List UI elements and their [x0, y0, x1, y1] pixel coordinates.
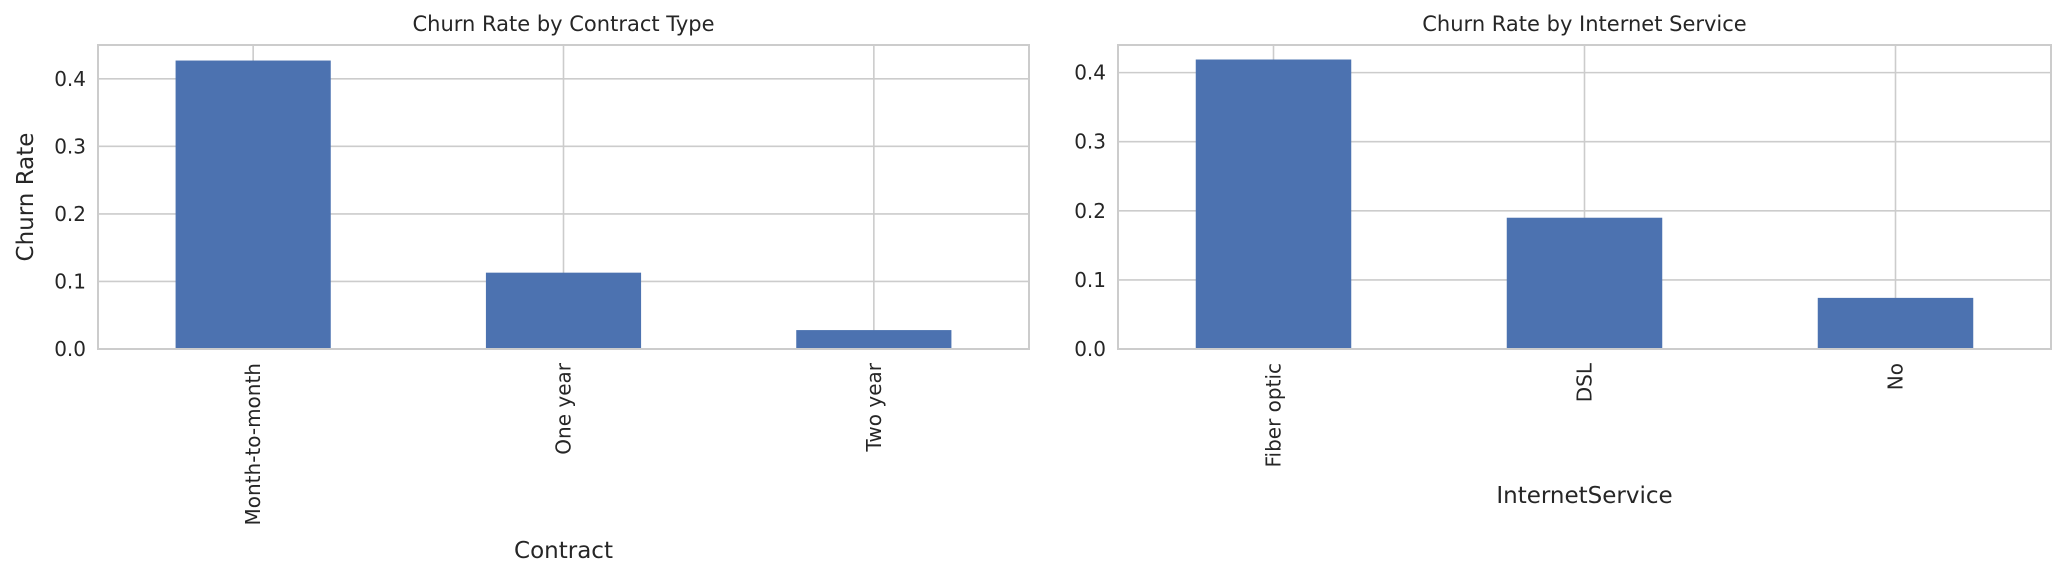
- bar-two-year: [796, 330, 952, 349]
- y-axis-label: Churn Rate: [13, 133, 39, 262]
- y-tick-label: 0.1: [1074, 268, 1106, 292]
- x-axis-label: Contract: [514, 538, 613, 564]
- x-tick-label: One year: [552, 362, 576, 454]
- chart-title: Churn Rate by Internet Service: [1422, 12, 1746, 36]
- bar-month-to-month: [175, 60, 331, 349]
- bar-no: [1817, 297, 1974, 349]
- bar-one-year: [485, 272, 642, 349]
- y-tick-label: 0.4: [1074, 61, 1106, 85]
- x-tick-label: DSL: [1573, 362, 1597, 402]
- y-tick-label: 0.4: [54, 67, 86, 91]
- bar-dsl: [1506, 217, 1663, 349]
- y-tick-label: 0.0: [54, 337, 86, 361]
- bar-fiber-optic: [1195, 59, 1352, 349]
- x-tick-label: Two year: [862, 362, 886, 452]
- x-tick-label: Month-to-month: [241, 363, 265, 525]
- chart-1: 0.0 0.1 0.2 0.3 0.4 Month-to-month One year Two…: [13, 12, 1030, 564]
- plot-frame: [97, 44, 1030, 350]
- x-axis-label: InternetService: [1496, 483, 1672, 509]
- x-tick-label: No: [1884, 363, 1908, 390]
- chart-title: Churn Rate by Contract Type: [412, 12, 714, 36]
- y-tick-label: 0.3: [1074, 130, 1106, 154]
- plot-frame: [1117, 44, 2052, 350]
- y-tick-label: 0.3: [54, 134, 86, 158]
- y-tick-label: 0.2: [1074, 199, 1106, 223]
- chart-2: 0.0 0.1 0.2 0.3 0.4 Fiber optic DSL No Churn Rat…: [1074, 12, 2052, 509]
- y-tick-label: 0.2: [54, 202, 86, 226]
- x-tick-label: Fiber optic: [1262, 363, 1286, 468]
- y-tick-label: 0.1: [54, 269, 86, 293]
- y-tick-label: 0.0: [1074, 337, 1106, 361]
